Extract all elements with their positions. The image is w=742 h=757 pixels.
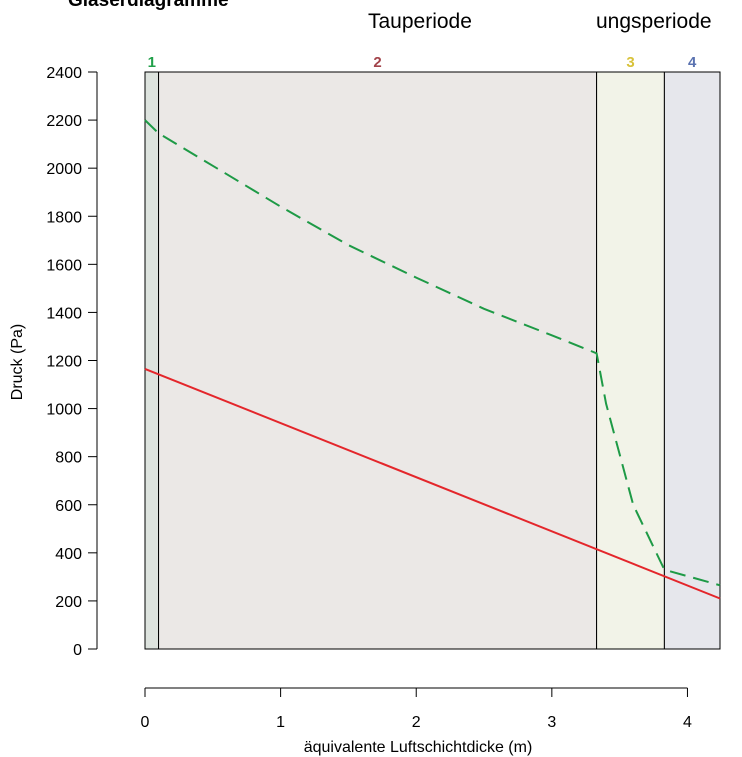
x-tick-label: 3 (547, 714, 556, 731)
y-tick-label: 1600 (46, 257, 82, 274)
y-tick-label: 2400 (46, 65, 82, 82)
y-tick-label: 1200 (46, 354, 82, 371)
y-tick-label: 200 (55, 594, 82, 611)
layer-regions (144, 71, 721, 650)
y-tick-label: 1800 (46, 209, 82, 226)
x-tick-label: 4 (683, 714, 692, 731)
y-tick-label: 600 (55, 498, 82, 515)
y-tick-label: 1000 (46, 402, 82, 419)
x-tick-label: 1 (276, 714, 285, 731)
saturation-pressure-line (144, 119, 721, 587)
x-tick-label: 2 (412, 714, 421, 731)
layer-labels: 1 2 3 4 (148, 54, 697, 71)
y-tick-label: 400 (55, 546, 82, 563)
x-axis-title: äquivalente Luftschichtdicke (m) (304, 739, 533, 756)
x-tick-label: 0 (141, 714, 150, 731)
y-axis-title: Druck (Pa) (9, 324, 26, 400)
chart-title: Glaserdiagramme (68, 0, 229, 11)
layer-label-4: 4 (688, 54, 697, 71)
period-label-right: ungsperiode (596, 10, 712, 33)
period-label-left: Tauperiode (368, 10, 472, 33)
y-axis: 0 200 400 600 800 1000 1200 1400 1600 1800 2000 220… (46, 65, 98, 659)
y-tick-label: 1400 (46, 305, 82, 322)
layer-label-3: 3 (626, 54, 634, 71)
layer-label-1: 1 (148, 54, 156, 71)
y-tick-label: 2000 (46, 161, 82, 178)
layer-label-2: 2 (373, 54, 381, 71)
x-axis: 0 1 2 3 4 (141, 687, 692, 731)
layer-region-1 (144, 71, 160, 650)
partial-pressure-line (144, 367, 721, 600)
layer-region-4 (663, 71, 721, 650)
y-tick-label: 0 (73, 642, 82, 659)
data-series (144, 119, 721, 600)
y-tick-label: 2200 (46, 113, 82, 130)
layer-region-2 (158, 71, 598, 650)
y-tick-label: 800 (55, 450, 82, 467)
